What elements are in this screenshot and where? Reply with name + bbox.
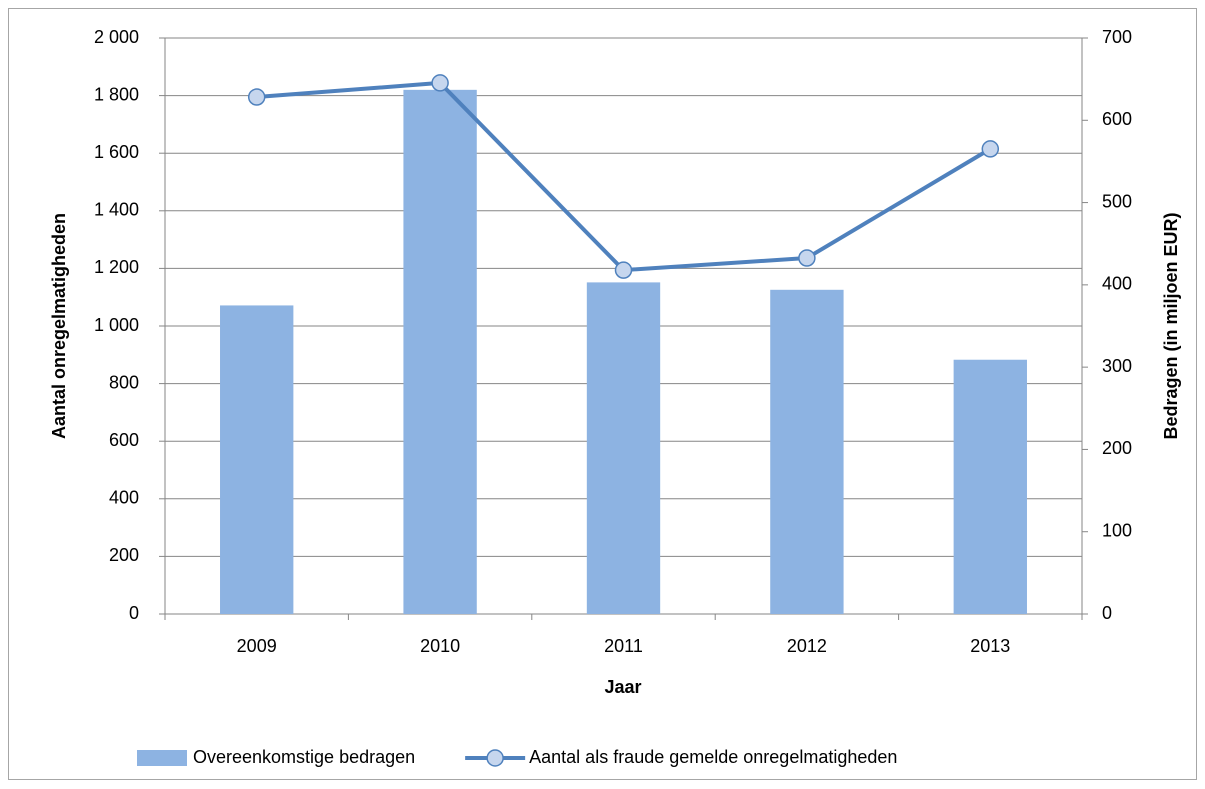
x-tick-label: 2011 xyxy=(604,636,643,656)
y-tick-label: 0 xyxy=(129,603,139,623)
y-tick-label: 2 000 xyxy=(94,27,139,47)
y-tick-label: 400 xyxy=(109,488,139,508)
y-tick-label: 1 000 xyxy=(94,315,139,335)
line-marker xyxy=(798,249,816,267)
x-tick-label: 2010 xyxy=(420,636,460,656)
line-marker xyxy=(614,261,633,279)
x-axis-title: Jaar xyxy=(604,677,641,697)
line-marker xyxy=(247,88,266,106)
y2-tick-label: 300 xyxy=(1102,356,1132,376)
legend-label: Aantal als fraude gemelde onregelmatighe… xyxy=(529,747,897,767)
y-tick-label: 1 800 xyxy=(94,84,139,104)
y-tick-label: 1 200 xyxy=(94,257,139,277)
y-tick-label: 800 xyxy=(109,372,139,392)
line-marker xyxy=(431,74,449,92)
x-tick-label: 2012 xyxy=(787,636,827,656)
y-tick-label: 1 400 xyxy=(94,200,139,220)
bar xyxy=(586,282,661,614)
y2-tick-label: 700 xyxy=(1102,27,1132,47)
y2-tick-label: 400 xyxy=(1102,274,1132,294)
bar xyxy=(403,89,477,615)
y2-tick-label: 200 xyxy=(1102,438,1132,458)
bar xyxy=(220,305,294,614)
legend-label: Overeenkomstige bedragen xyxy=(193,747,415,767)
line-marker xyxy=(981,140,1000,158)
bar xyxy=(953,359,1027,614)
y2-tick-label: 600 xyxy=(1102,109,1132,129)
y2-tick-label: 0 xyxy=(1102,603,1112,623)
y2-tick-label: 100 xyxy=(1102,520,1132,540)
y-tick-label: 1 600 xyxy=(94,142,139,162)
x-tick-label: 2009 xyxy=(237,636,277,656)
bar xyxy=(770,289,844,614)
x-tick-label: 2013 xyxy=(970,636,1010,656)
y2-tick-label: 500 xyxy=(1102,191,1132,211)
y2-axis-title: Bedragen (in miljoen EUR) xyxy=(1161,212,1181,439)
legend-swatch xyxy=(137,750,187,766)
y-tick-label: 600 xyxy=(109,430,139,450)
y-axis-title: Aantal onregelmatigheden xyxy=(49,213,69,439)
y-tick-label: 200 xyxy=(109,545,139,565)
legend-marker xyxy=(486,749,504,767)
